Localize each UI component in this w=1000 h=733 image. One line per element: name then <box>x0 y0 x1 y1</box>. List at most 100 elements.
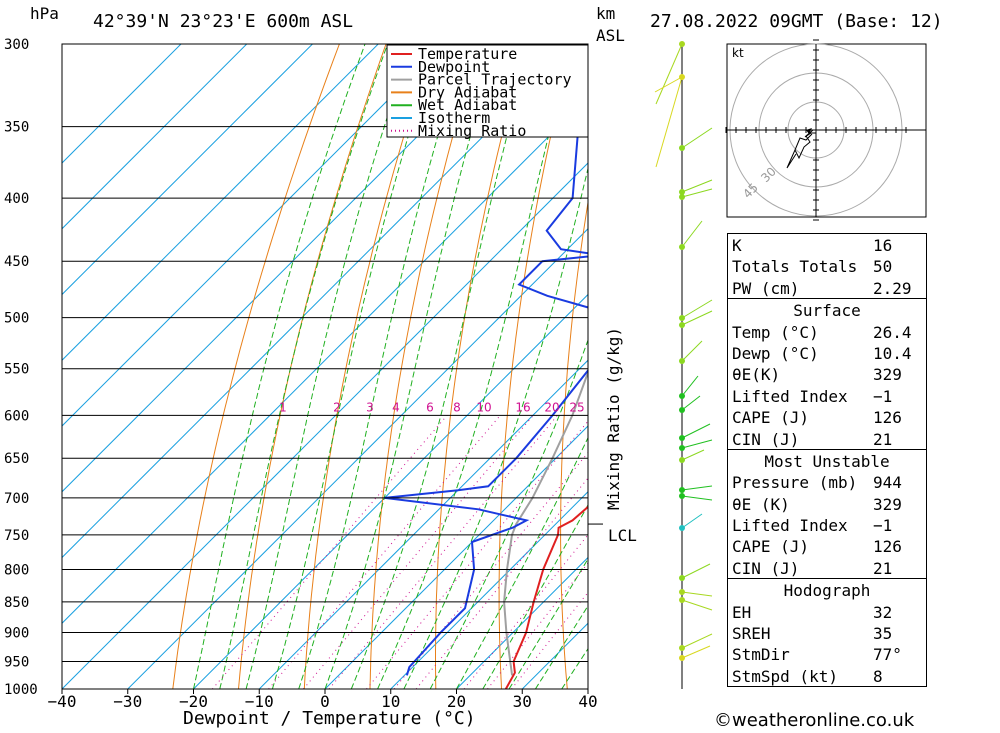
wet-adiabat <box>377 44 573 689</box>
hodo-row: EH 32 <box>728 601 926 622</box>
wet-adiabat <box>403 166 588 689</box>
pressure-tick-label: 750 <box>4 528 29 544</box>
pressure-tick-label: 550 <box>4 362 29 378</box>
asl-unit-label: ASL <box>596 26 625 45</box>
legend-label: Isotherm <box>418 109 490 127</box>
hodo-row: StmSpd (kt) 8 <box>728 665 926 686</box>
isotherm-line <box>62 162 588 689</box>
mu-value: 944 <box>873 473 902 493</box>
surface-title: Surface <box>793 301 861 321</box>
top-value: 2.29 <box>873 278 912 298</box>
top-row: PW (cm) 2.29 <box>728 277 926 298</box>
wind-barb <box>655 76 683 168</box>
surface-key: Lifted Index <box>732 386 848 406</box>
location-label: 42°39'N 23°23'E 600m ASL <box>93 11 354 32</box>
mixing-ratio-label: 10 <box>476 400 491 414</box>
isotherm-line <box>62 96 588 624</box>
x-tick-label: 20 <box>447 692 466 711</box>
hodo-value: 35 <box>873 624 893 644</box>
x-tick-label: −20 <box>179 692 208 711</box>
wind-barb <box>681 591 713 597</box>
dry-adiabat <box>172 44 340 689</box>
wind-barb <box>681 299 713 319</box>
mixing-ratio-label: 3 <box>366 400 374 414</box>
mu-value: 21 <box>873 558 893 578</box>
isotherm-line <box>456 556 588 689</box>
isotherm-line <box>258 359 588 689</box>
wet-adiabat <box>245 44 412 689</box>
mu-value: 329 <box>873 494 902 514</box>
legend-label: Wet Adiabat <box>418 96 517 114</box>
wet-adiabat <box>324 44 498 689</box>
wind-barb <box>681 645 711 659</box>
dry-adiabat <box>560 199 588 689</box>
pressure-tick-label: 600 <box>4 408 29 424</box>
mu-row: Lifted Index −1 <box>728 514 926 535</box>
legend-label: Temperature <box>418 45 517 63</box>
pressure-tick-label: 650 <box>4 451 29 467</box>
mixing-ratio-label: 8 <box>453 400 461 414</box>
surface-value: −1 <box>873 386 893 406</box>
mixing-ratio-label: 1 <box>279 400 287 414</box>
isotherm-line <box>324 425 588 689</box>
hodograph-trace <box>794 129 816 160</box>
x-tick-label: 30 <box>513 692 532 711</box>
wet-adiabat <box>193 44 366 689</box>
wind-barb <box>681 395 701 411</box>
x-tick-label: 0 <box>320 692 330 711</box>
surface-value: 329 <box>873 365 902 385</box>
mu-row: CAPE (J) 126 <box>728 535 926 556</box>
hodo-value: 77° <box>873 645 902 665</box>
credit-label: ©weatheronline.co.uk <box>714 710 915 731</box>
isotherm-line <box>62 44 248 230</box>
wind-barbs-column <box>654 41 713 689</box>
top-key: K <box>732 236 742 255</box>
mu-row: θE (K) 329 <box>728 493 926 514</box>
parcel-trajectory-line <box>503 369 588 676</box>
surface-row: Dewp (°C) 10.4 <box>728 342 926 363</box>
hodo-key: SREH <box>732 624 771 644</box>
mixing-ratio-label: 6 <box>426 400 434 414</box>
top-row: K 16 <box>728 234 926 255</box>
surface-key: θE(K) <box>732 365 781 385</box>
dry-adiabat <box>942 26 1000 689</box>
isotherm-line <box>62 44 511 493</box>
pressure-tick-label: 850 <box>4 595 29 611</box>
wind-barb <box>681 633 713 649</box>
wind-barb <box>681 127 713 149</box>
wind-barb <box>681 485 713 491</box>
mixing-ratio-line <box>393 451 588 689</box>
isotherm-line <box>62 44 445 427</box>
mixing-ratio-label: 4 <box>392 400 400 414</box>
pressure-tick-label: 700 <box>4 491 29 507</box>
dry-adiabat <box>369 44 480 689</box>
surface-row: CIN (J) 21 <box>728 428 926 449</box>
hodo-value: 32 <box>873 602 893 622</box>
pressure-tick-label: 500 <box>4 311 29 327</box>
legend-label: Dewpoint <box>418 58 490 76</box>
hodo-row: StmDir 77° <box>728 643 926 664</box>
wind-barb <box>681 188 713 198</box>
mu-row: CIN (J) 21 <box>728 557 926 578</box>
isotherm-line <box>127 228 588 689</box>
pressure-tick-label: 950 <box>4 655 29 671</box>
wind-barb <box>681 495 713 501</box>
hodo-key: StmSpd (kt) <box>732 666 838 686</box>
surface-value: 126 <box>873 408 902 428</box>
wet-adiabat <box>508 557 588 689</box>
pressure-tick-label: 800 <box>4 562 29 578</box>
wind-barb <box>681 423 711 439</box>
dry-adiabat <box>991 26 1000 689</box>
pressure-tick-label: 400 <box>4 191 29 207</box>
mu-value: 126 <box>873 537 902 557</box>
wet-adiabat <box>429 338 588 689</box>
isotherm-line <box>62 44 379 361</box>
wind-barb <box>681 449 705 461</box>
surface-value: 26.4 <box>873 322 912 342</box>
surface-row: θE(K) 329 <box>728 363 926 384</box>
wind-barb <box>681 563 711 579</box>
mu-value: −1 <box>873 516 893 536</box>
